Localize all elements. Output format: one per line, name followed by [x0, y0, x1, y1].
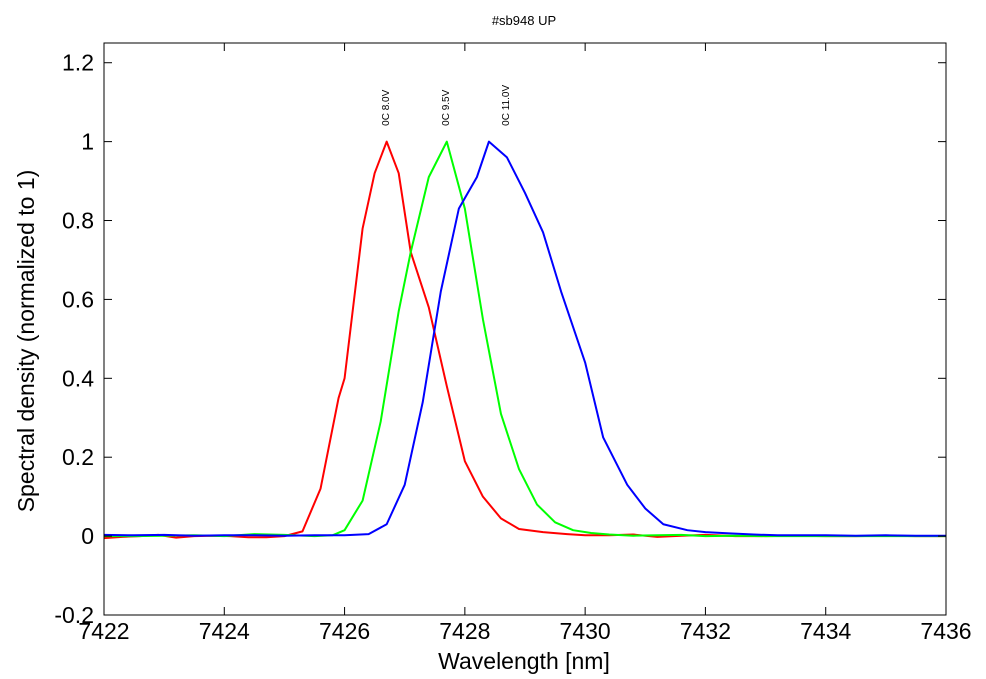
y-tick-label: 0.8 [62, 208, 94, 234]
x-tick-label: 7436 [920, 618, 971, 644]
x-tick-label: 7424 [199, 618, 250, 644]
y-tick-label: 0.6 [62, 286, 94, 312]
chart-title: #sb948 UP [492, 13, 556, 28]
x-tick-label: 7428 [439, 618, 490, 644]
y-axis-title: Spectral density (normalized to 1) [13, 170, 39, 513]
plot-frame [103, 42, 947, 616]
y-tick-label: -0.2 [54, 602, 94, 628]
y-tick-label: 0.2 [62, 444, 94, 470]
y-tick-label: 0.4 [62, 365, 94, 391]
y-tick-label: 0 [81, 523, 94, 549]
plot-area: 7422 7424 7426 7428 7430 7432 7434 7436 -0.2 0 0.2… [54, 42, 972, 644]
x-tick-label: 7430 [560, 618, 611, 644]
x-tick-label: 7422 [78, 618, 129, 644]
y-tick-label: 1 [81, 129, 94, 155]
series-line-3 [103, 140, 946, 537]
y-tick-label: 1.2 [62, 50, 94, 76]
x-axis-title: Wavelength [nm] [438, 648, 610, 674]
peak-annotation: 0C 8.0V [381, 89, 392, 125]
x-tick-label: 7432 [680, 618, 731, 644]
peak-annotation: 0C 9.5V [441, 89, 452, 125]
x-tick-label: 7426 [319, 618, 370, 644]
peak-annotation: 0C 11.0V [501, 85, 512, 126]
x-tick-label: 7434 [800, 618, 851, 644]
